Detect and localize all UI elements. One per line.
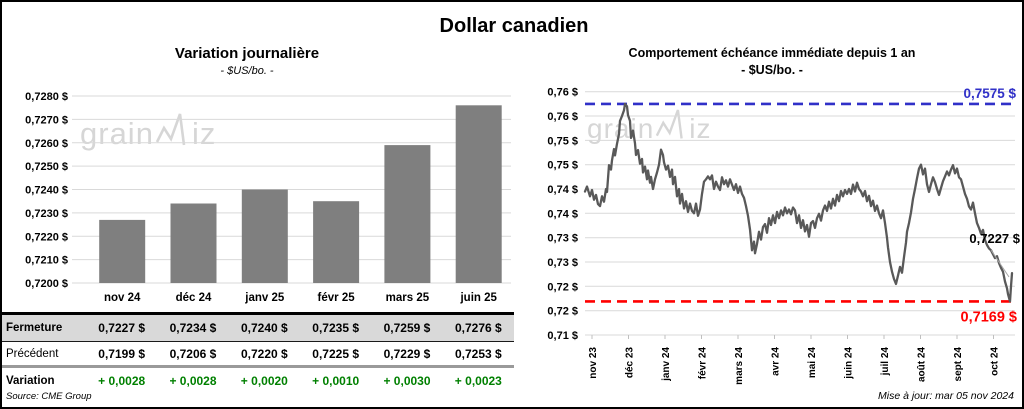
- table-row: Fermeture 0,7227 $ 0,7234 $ 0,7240 $ 0,7235 …: [2, 315, 514, 342]
- table-cell: 0,7253 $: [454, 346, 502, 361]
- line-chart-subtitle: - $US/bo. -: [741, 63, 803, 77]
- bar: [99, 219, 146, 283]
- y-tick-label: 0,76 $: [547, 87, 578, 99]
- table-cell: + 0,0030: [383, 374, 431, 388]
- x-tick-label: août 24: [917, 347, 928, 382]
- table-cell: 0,7206 $: [169, 346, 217, 361]
- y-tick-label: 0,7230 $: [25, 208, 68, 220]
- support-label: 0,7169 $: [961, 309, 1017, 325]
- y-tick-label: 0,7210 $: [25, 255, 68, 267]
- row-label: Variation: [6, 375, 55, 387]
- x-tick-label: avr 24: [771, 347, 782, 376]
- row-label: Fermeture: [6, 322, 63, 334]
- y-tick-label: 0,7280 $: [25, 91, 68, 103]
- table-cell: 0,7199 $: [98, 346, 146, 361]
- y-tick-label: 0,72 $: [547, 281, 578, 293]
- table-cell: 0,7276 $: [454, 321, 502, 335]
- table-cell: 0,7259 $: [383, 321, 431, 335]
- bar-x-labels: nov 24 déc 24 janv 25 févr 25 mars 25 juin 25: [104, 292, 498, 304]
- table-cell: + 0,0010: [312, 374, 360, 388]
- y-tick-label: 0,7220 $: [25, 231, 68, 243]
- x-category-label: déc 24: [176, 292, 212, 304]
- table-row: Variation + 0,0028 + 0,0028 + 0,0020 + 0,001…: [2, 368, 514, 394]
- bars: [99, 105, 502, 283]
- table-cell: 0,7234 $: [169, 321, 217, 335]
- x-tick-label: juin 24: [844, 347, 855, 380]
- price-series: [583, 102, 1014, 303]
- y-tick-label: 0,7240 $: [25, 185, 68, 197]
- y-tick-label: 0,74 $: [547, 184, 578, 196]
- x-tick-label: févr 24: [698, 347, 709, 380]
- x-category-label: janv 25: [244, 292, 285, 304]
- x-category-label: févr 25: [318, 292, 356, 304]
- bar: [313, 201, 360, 283]
- x-tick-label: déc 23: [625, 347, 636, 379]
- table-cell: + 0,0028: [169, 374, 217, 388]
- bar-chart: 0,7280 $ 0,7270 $ 0,7260 $ 0,7250 $ 0,7240 $…: [25, 91, 511, 304]
- source-note: Source: CME Group: [6, 391, 92, 402]
- y-tick-label: 0,7200 $: [25, 278, 68, 290]
- table-cell: + 0,0020: [240, 374, 288, 388]
- table-cell: 0,7229 $: [383, 346, 431, 361]
- bar: [384, 145, 431, 283]
- last-point-leader: [990, 249, 1010, 278]
- resistance-label: 0,7575 $: [963, 86, 1016, 101]
- x-tick-label: janv 24: [661, 347, 672, 382]
- page-title: Dollar canadien: [439, 15, 589, 37]
- bar: [455, 105, 502, 283]
- y-tick-label: 0,73 $: [547, 233, 578, 245]
- y-tick-label: 0,74 $: [547, 208, 578, 220]
- x-tick-label: sept 24: [953, 347, 964, 382]
- table-cell: + 0,0023: [454, 374, 502, 388]
- bar-chart-subtitle: - $US/bo. -: [220, 65, 274, 77]
- y-tick-label: 0,75 $: [547, 135, 578, 147]
- bar-chart-title: Variation journalière: [174, 45, 320, 62]
- table-cell: 0,7240 $: [240, 321, 288, 335]
- y-tick-label: 0,72 $: [547, 306, 578, 318]
- x-tick-label: mai 24: [807, 347, 818, 379]
- y-tick-label: 0,75 $: [547, 160, 578, 172]
- x-tick-label: oct 24: [990, 347, 1001, 376]
- table-cell: 0,7235 $: [312, 321, 360, 335]
- row-label: Précédent: [6, 347, 59, 360]
- y-tick-label: 0,73 $: [547, 257, 578, 269]
- line-chart: 0,76 $ 0,76 $ 0,75 $ 0,75 $ 0,74 $ 0,74 $ 0,73…: [547, 86, 1020, 385]
- table-cell: 0,7227 $: [98, 321, 146, 335]
- x-category-label: nov 24: [104, 292, 141, 304]
- line-chart-title: Comportement échéance immédiate depuis 1…: [628, 46, 916, 60]
- summary-table: Fermeture 0,7227 $ 0,7234 $ 0,7240 $ 0,7235 …: [2, 312, 514, 394]
- bar: [241, 189, 288, 283]
- y-tick-label: 0,7260 $: [25, 138, 68, 150]
- x-tick-label: juil 24: [880, 347, 891, 377]
- y-tick-label: 0,7250 $: [25, 161, 68, 173]
- line-x-axis: nov 23 déc 23 janv 24 févr 24 mars 24 avr 24 m…: [588, 335, 1001, 385]
- x-tick-label: nov 23: [588, 347, 599, 379]
- table-cell: 0,7220 $: [240, 346, 288, 361]
- table-row: Précédent 0,7199 $ 0,7206 $ 0,7220 $ 0,7225 …: [2, 342, 514, 368]
- y-tick-label: 0,71 $: [547, 330, 578, 342]
- y-tick-label: 0,76 $: [547, 111, 578, 123]
- updated-note: Mise à jour: mar 05 nov 2024: [878, 390, 1014, 402]
- table-cell: + 0,0028: [98, 374, 146, 388]
- line-grid: 0,76 $ 0,76 $ 0,75 $ 0,75 $ 0,74 $ 0,74 $ 0,73…: [547, 87, 1015, 342]
- x-tick-label: mars 24: [734, 347, 745, 385]
- x-category-label: mars 25: [386, 292, 430, 304]
- bar: [170, 203, 217, 283]
- table-cell: 0,7225 $: [312, 346, 360, 361]
- x-category-label: juin 25: [459, 292, 497, 304]
- last-point-label: 0,7227 $: [969, 231, 1020, 246]
- y-tick-label: 0,7270 $: [25, 114, 68, 126]
